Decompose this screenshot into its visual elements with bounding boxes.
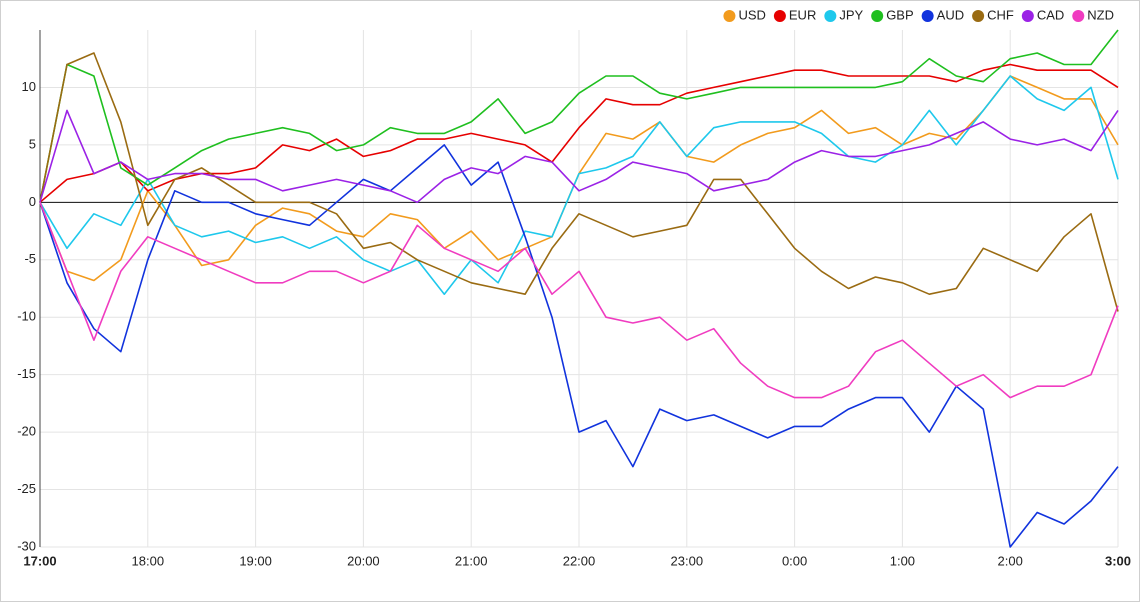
series-line xyxy=(39,109,1119,204)
legend-swatch xyxy=(921,10,934,22)
x-tick-label: 17:00 xyxy=(23,553,56,568)
y-tick-label: -10 xyxy=(17,309,36,324)
legend-label: AUD xyxy=(937,7,964,22)
legend-label: GBP xyxy=(886,7,913,22)
x-tick-label: 23:00 xyxy=(671,553,704,568)
series-line xyxy=(39,202,1119,399)
legend-swatch xyxy=(871,10,884,22)
x-tick-label: 22:00 xyxy=(563,553,596,568)
series-line xyxy=(39,63,1119,203)
x-tick-label: 0:00 xyxy=(782,553,807,568)
y-tick-label: 10 xyxy=(22,79,36,94)
series-line xyxy=(39,75,1119,295)
y-tick-label: -25 xyxy=(17,481,36,496)
x-tick-label: 3:00 xyxy=(1105,553,1131,568)
series-line xyxy=(39,144,1119,548)
legend-swatch xyxy=(723,10,736,22)
legend-swatch xyxy=(1021,10,1034,22)
y-tick-label: 0 xyxy=(29,194,36,209)
legend-swatch xyxy=(972,10,985,22)
legend-label: JPY xyxy=(839,7,863,22)
y-tick-label: -30 xyxy=(17,538,36,553)
legend-label: CHF xyxy=(987,7,1014,22)
legend-label: USD xyxy=(738,7,765,22)
y-tick-label: -5 xyxy=(24,251,36,266)
legend-label: CAD xyxy=(1037,7,1064,22)
legend-swatch xyxy=(1072,10,1085,22)
legend-label: NZD xyxy=(1087,7,1114,22)
x-tick-label: 18:00 xyxy=(132,553,165,568)
y-tick-label: -15 xyxy=(17,366,36,381)
series-line xyxy=(39,52,1119,312)
x-tick-label: 20:00 xyxy=(347,553,380,568)
x-tick-label: 2:00 xyxy=(998,553,1023,568)
y-tick-label: -20 xyxy=(17,424,36,439)
y-tick-label: 5 xyxy=(29,136,36,151)
x-tick-label: 19:00 xyxy=(239,553,272,568)
legend-label: EUR xyxy=(789,7,816,22)
legend-swatch xyxy=(824,10,837,22)
legend-swatch xyxy=(773,10,786,22)
series-line xyxy=(39,29,1119,203)
x-tick-label: 1:00 xyxy=(890,553,915,568)
x-tick-label: 21:00 xyxy=(455,553,488,568)
